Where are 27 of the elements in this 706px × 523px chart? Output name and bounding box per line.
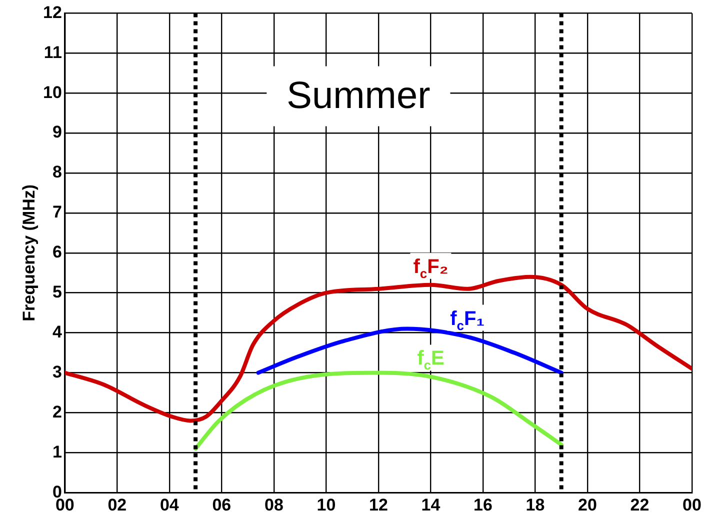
x-tick-label: 16 [474, 495, 492, 514]
x-tick-label: 14 [421, 495, 441, 514]
x-tick-label: 20 [578, 495, 597, 514]
y-tick-label: 2 [52, 402, 62, 422]
line-series [194, 370, 564, 451]
y-axis-title: Frequency (MHz) [20, 184, 39, 322]
y-tick-label: 6 [52, 242, 62, 262]
y-tick-label: 5 [52, 282, 62, 302]
y-tick-label: 11 [44, 42, 62, 62]
y-tick-label: 7 [52, 202, 62, 222]
x-tick-label: 18 [526, 495, 545, 514]
y-tick-label: 12 [42, 2, 62, 22]
y-tick-label: 10 [42, 82, 62, 102]
y-tick-label: 1 [52, 442, 62, 462]
y-tick-label: 4 [52, 322, 62, 342]
y-tick-label: 3 [52, 362, 62, 382]
y-tick-label: 8 [52, 162, 62, 182]
x-tick-label: 04 [160, 495, 180, 514]
x-tick-label: 10 [316, 495, 336, 514]
text: Summer [286, 75, 431, 118]
y-tick-label: 9 [52, 122, 62, 142]
x-tick-label: 08 [264, 495, 284, 514]
x-tick-label: 22 [630, 495, 650, 514]
x-tick-label: 06 [212, 495, 232, 514]
x-tick-label: 02 [108, 495, 127, 514]
x-tick-label: 12 [368, 495, 388, 514]
x-tick-label: 00 [682, 495, 702, 514]
